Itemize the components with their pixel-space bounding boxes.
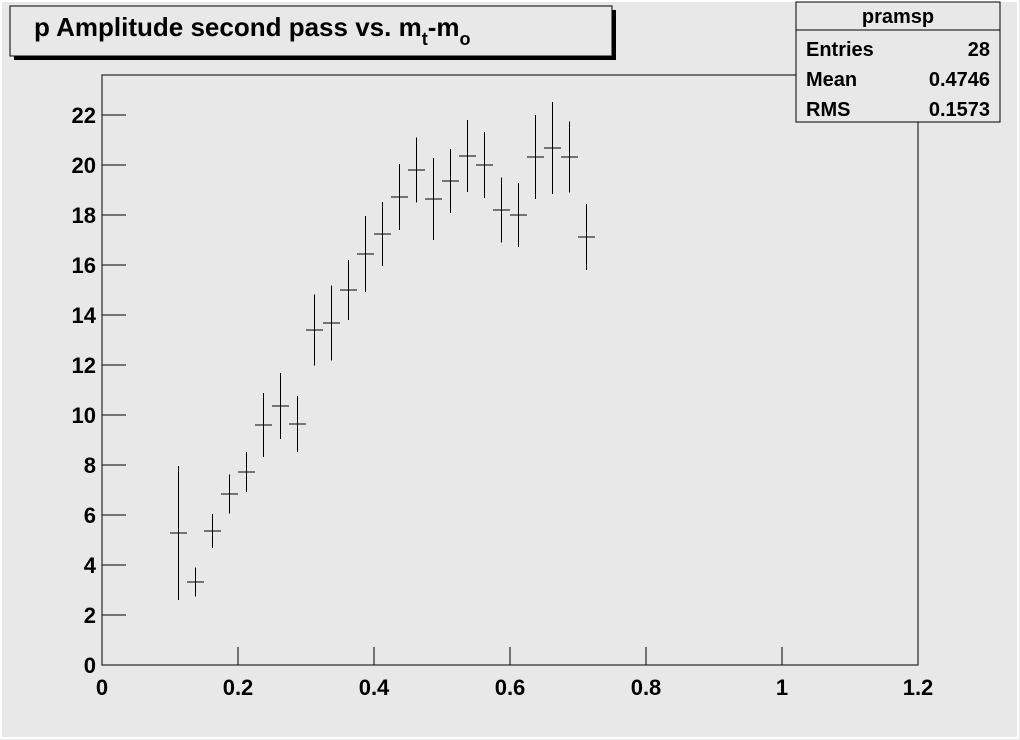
stats-label: Mean [806,69,857,91]
y-tick-label: 12 [72,353,96,378]
x-tick-label: 1.2 [903,675,934,700]
x-tick-label: 0.8 [631,675,662,700]
stats-rows: Entries 28 Mean 0.4746 RMS 0.1573 [806,39,990,121]
y-tick-label: 10 [72,403,96,428]
stats-value: 28 [968,39,990,61]
y-tick-label: 8 [84,453,96,478]
y-tick-label: 16 [72,253,96,278]
y-tick-label: 14 [72,303,97,328]
title-subscript: t [422,29,428,49]
x-tick-label: 0.4 [359,675,390,700]
stats-label: Entries [806,39,874,61]
y-tick-label: 18 [72,203,96,228]
y-tick-label: 6 [84,503,96,528]
plot-frame [101,74,919,666]
y-tick-label: 20 [72,153,96,178]
y-tick-label: 22 [72,103,96,128]
y-tick-label: 2 [84,603,96,628]
title-box [9,5,613,57]
stats-label: RMS [806,99,850,121]
y-tick-label: 0 [84,653,96,678]
title-subscript: o [459,29,470,49]
title-part: -m [428,12,460,42]
y-tick-label: 4 [84,553,97,578]
stats-title: pramsp [862,6,934,28]
x-tick-label: 1 [776,675,788,700]
stats-value: 0.4746 [929,69,990,91]
stats-box [795,1,1001,123]
stats-value: 0.1573 [929,99,990,121]
x-tick-label: 0.2 [223,675,254,700]
x-tick-label: 0.6 [495,675,526,700]
title-part: p Amplitude second pass vs. m [34,12,422,42]
x-tick-label: 0 [96,675,108,700]
chart-title: p Amplitude second pass vs. mt-mo [34,12,470,49]
